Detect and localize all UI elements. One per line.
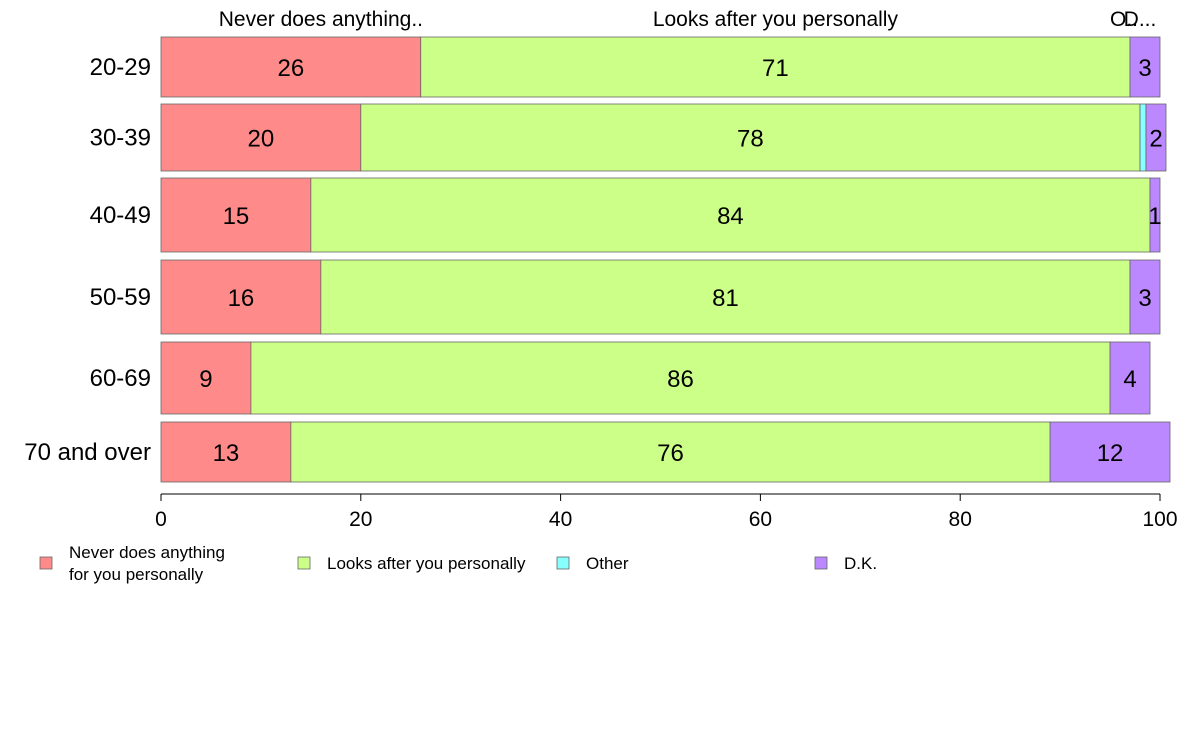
data-label: 16 <box>228 285 255 312</box>
bar-segment <box>360 103 1141 172</box>
legend-swatch <box>39 556 53 570</box>
category-label: 70 and over <box>24 439 151 466</box>
data-label: 78 <box>737 126 764 153</box>
data-label: 13 <box>213 440 240 467</box>
bar-segment <box>420 36 1131 98</box>
x-tick-label: 20 <box>349 508 372 531</box>
bar-segment <box>1109 341 1151 415</box>
legend-label: Looks after you personally <box>327 554 526 573</box>
data-label: 71 <box>762 55 789 82</box>
legend-label: Other <box>586 554 629 573</box>
bar-segment <box>1149 177 1161 253</box>
x-tick-label: 80 <box>949 508 972 531</box>
x-tick-label: 40 <box>549 508 572 531</box>
category-label: 60-69 <box>90 365 151 392</box>
x-tick-label: 60 <box>749 508 772 531</box>
bar-segment <box>160 341 252 415</box>
column-header-0: Never does anything.. <box>219 8 423 31</box>
data-label: 86 <box>667 366 694 393</box>
data-label: 81 <box>712 285 739 312</box>
bar-segment <box>250 341 1111 415</box>
data-label: 84 <box>717 203 744 230</box>
legend-label: for you personally <box>69 565 204 584</box>
bar-segment <box>310 177 1151 253</box>
data-label: 15 <box>223 203 250 230</box>
column-header-1: Looks after you personally <box>653 8 899 31</box>
bar-segment <box>1145 103 1167 172</box>
legend-swatch <box>297 556 311 570</box>
legend-label: Never does anything <box>69 543 225 562</box>
bar-segment <box>290 421 1051 483</box>
bar-segment <box>160 259 322 335</box>
data-label: 2 <box>1149 126 1162 153</box>
bar-segment <box>1129 36 1161 98</box>
category-label: 30-39 <box>90 125 151 152</box>
legend-label: D.K. <box>844 554 877 573</box>
x-tick-label: 0 <box>155 508 167 531</box>
bar-segment <box>1049 421 1171 483</box>
column-header-3: D... <box>1124 8 1157 31</box>
bar-segment <box>1129 259 1161 335</box>
category-label: 40-49 <box>90 202 151 229</box>
data-label: 4 <box>1123 366 1136 393</box>
bar-segment <box>1139 103 1147 172</box>
bar-segment <box>320 259 1131 335</box>
legend-swatch <box>556 556 570 570</box>
legend-swatch <box>814 556 828 570</box>
data-label: 12 <box>1097 440 1124 467</box>
category-label: 50-59 <box>90 284 151 311</box>
data-label: 9 <box>199 366 212 393</box>
x-tick-label: 100 <box>1142 508 1177 531</box>
bar-segment <box>160 421 292 483</box>
data-label: 1 <box>1148 203 1161 230</box>
bar-segment <box>160 103 362 172</box>
column-header-2: O.. <box>1110 8 1138 31</box>
data-label: 26 <box>278 55 305 82</box>
category-label: 20-29 <box>90 54 151 81</box>
data-label: 3 <box>1138 285 1151 312</box>
data-label: 20 <box>248 126 275 153</box>
data-label: 3 <box>1138 55 1151 82</box>
bar-segment <box>160 177 312 253</box>
data-label: 76 <box>657 440 684 467</box>
